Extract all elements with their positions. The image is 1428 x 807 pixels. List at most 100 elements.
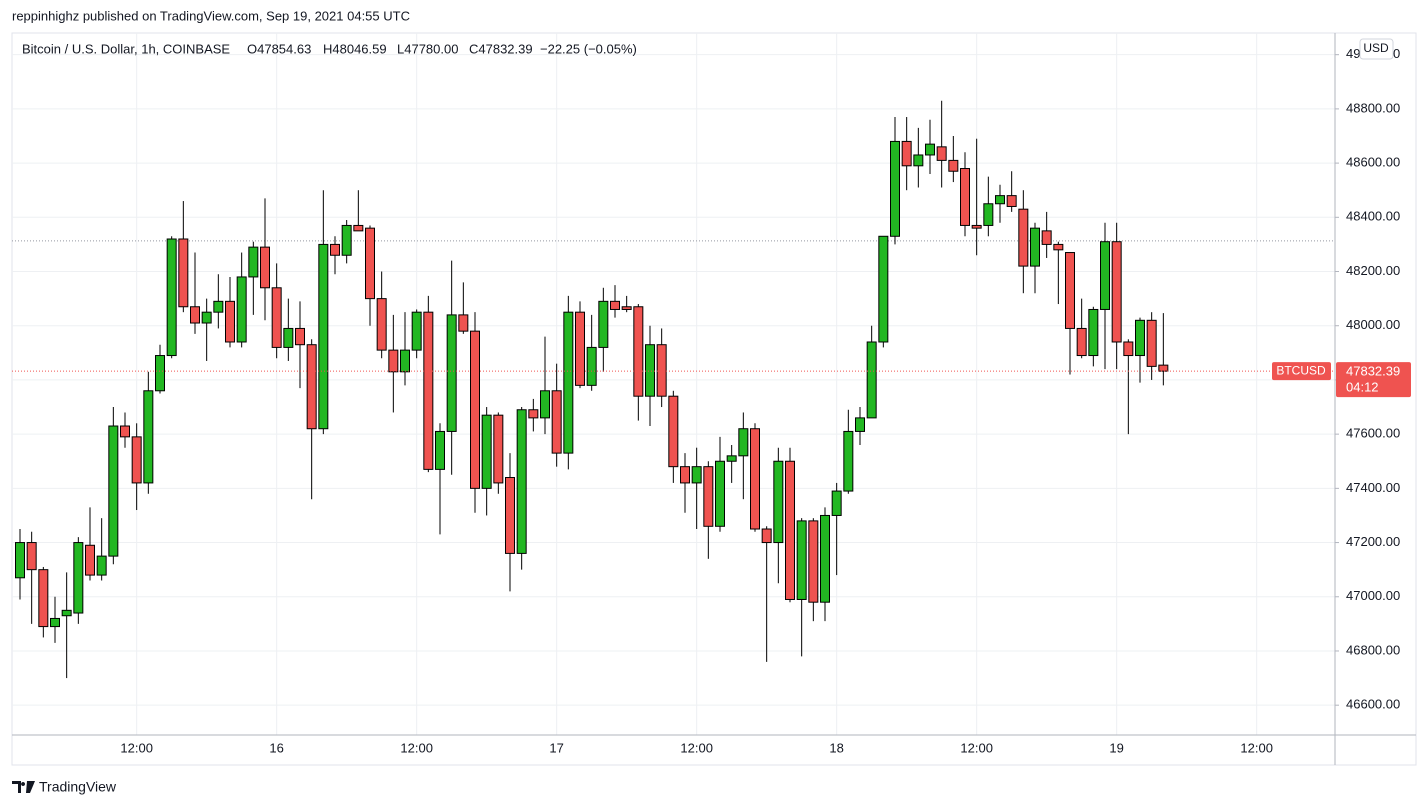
- candle-body: [73, 542, 84, 614]
- y-tick-label: 48400.00: [1346, 209, 1400, 224]
- candle-body: [1100, 241, 1110, 310]
- candle-body: [96, 555, 107, 576]
- y-tick-label: 47000.00: [1346, 588, 1400, 603]
- y-tick-label: 48000.00: [1346, 317, 1400, 332]
- candle-body: [773, 460, 784, 544]
- candle-body: [1146, 319, 1157, 367]
- logo-icon: [12, 781, 35, 793]
- candle-body: [1030, 227, 1040, 267]
- candle-body: [715, 460, 725, 527]
- candle-body: [575, 311, 585, 386]
- candle-body: [1076, 327, 1087, 357]
- x-tick-label: 12:00: [680, 740, 713, 755]
- x-tick-label: 17: [549, 740, 563, 755]
- candle-body: [925, 143, 935, 156]
- candle-body: [738, 428, 749, 457]
- candle-body: [551, 390, 562, 454]
- candle-body: [411, 311, 422, 351]
- candles: [12, 100, 1335, 679]
- candle-body: [143, 390, 154, 484]
- candle-body: [726, 455, 737, 462]
- candle-body: [971, 224, 982, 229]
- publisher-line: reppinhighz published on TradingView.com…: [12, 8, 410, 23]
- candle-body: [50, 617, 60, 628]
- candle-body: [26, 542, 37, 571]
- x-tick-label: 12:00: [960, 740, 993, 755]
- x-tick-label: 16: [269, 740, 283, 755]
- candle-body: [85, 544, 95, 576]
- high: H48046.59: [323, 41, 387, 56]
- candle-body: [598, 300, 609, 348]
- candle-body: [376, 298, 387, 351]
- candle-body: [236, 276, 247, 343]
- candle-body: [995, 195, 1005, 205]
- y-tick-label: 47200.00: [1346, 534, 1400, 549]
- candle-body: [843, 430, 854, 492]
- change: −22.25 (−0.05%): [540, 41, 637, 56]
- candle-body: [1053, 243, 1064, 251]
- candle-body: [283, 327, 294, 348]
- candle-body: [1006, 195, 1017, 207]
- y-tick-label: 46600.00: [1346, 697, 1400, 712]
- candle-body: [563, 311, 574, 454]
- candle-body: [960, 168, 970, 226]
- candle-body: [1158, 364, 1169, 372]
- price-badge: [1336, 362, 1411, 398]
- x-tick-label: 12:00: [1240, 740, 1273, 755]
- candle-body: [890, 140, 900, 237]
- candle-body: [481, 414, 492, 489]
- candle-body: [855, 417, 865, 432]
- candle-body: [365, 227, 375, 300]
- candle-body: [108, 425, 119, 557]
- candle-body: [330, 243, 340, 256]
- candle-body: [131, 436, 142, 484]
- symbol-badge: [1272, 362, 1331, 381]
- candle-body: [1088, 308, 1099, 357]
- candle-body: [1065, 252, 1075, 329]
- candle-body: [201, 311, 212, 324]
- chart-frame: [11, 32, 1417, 766]
- candle-body: [878, 235, 889, 343]
- price-badge-label: 47832.39: [1346, 364, 1400, 379]
- candle-body: [353, 224, 364, 232]
- candle-body: [796, 520, 807, 600]
- candle-body: [1123, 341, 1134, 357]
- candle-body: [446, 314, 457, 432]
- x-tick-label: 12:00: [120, 740, 153, 755]
- candle-body: [260, 246, 270, 289]
- candle-body: [540, 390, 550, 419]
- candle-body: [1135, 319, 1145, 357]
- candle-body: [703, 466, 714, 527]
- candle-body: [120, 425, 130, 438]
- candle-body: [423, 311, 434, 470]
- candle-body: [295, 327, 305, 346]
- x-tick-label: 12:00: [400, 740, 433, 755]
- candle-body: [470, 330, 480, 489]
- currency-label: USD: [1363, 41, 1389, 55]
- low: L47780.00: [397, 41, 458, 56]
- logo-text: TradingView: [39, 779, 117, 795]
- candle-body: [610, 300, 620, 310]
- candle-body: [831, 490, 842, 516]
- candle-body: [633, 306, 644, 397]
- y-tick-label: 48200.00: [1346, 263, 1400, 278]
- candle-body: [750, 428, 760, 530]
- candle-body: [1018, 208, 1029, 267]
- y-tick-label: 48800.00: [1346, 100, 1400, 115]
- candle-body: [691, 466, 702, 484]
- candle-body: [225, 300, 235, 343]
- candle-body: [38, 569, 49, 628]
- candle-body: [528, 409, 539, 419]
- candle-body: [271, 287, 282, 348]
- candle-body: [668, 395, 679, 468]
- candle-body: [306, 344, 317, 430]
- candle-body: [761, 528, 772, 544]
- candle-body: [166, 238, 177, 357]
- y-tick-label: 47400.00: [1346, 480, 1400, 495]
- symbol: Bitcoin / U.S. Dollar, 1h, COINBASE: [22, 41, 230, 56]
- candle-body: [645, 344, 655, 397]
- candle-body: [1111, 241, 1122, 343]
- candle-body: [388, 349, 399, 373]
